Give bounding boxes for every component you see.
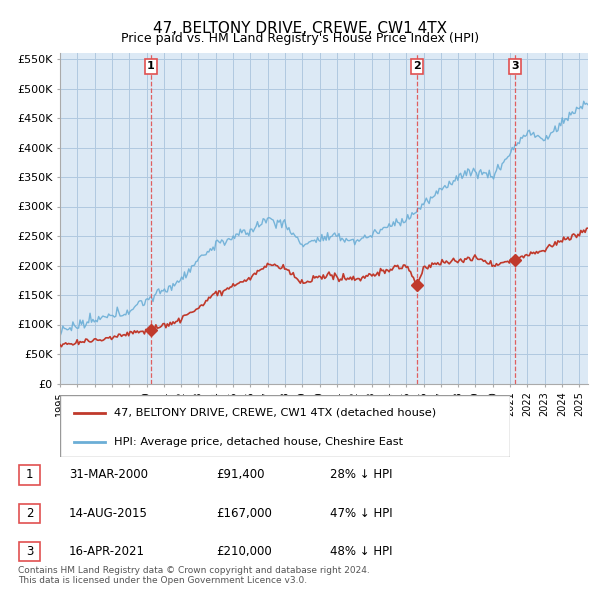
Text: £210,000: £210,000 [216,545,272,558]
Text: HPI: Average price, detached house, Cheshire East: HPI: Average price, detached house, Ches… [114,437,403,447]
Text: £91,400: £91,400 [216,468,265,481]
Text: 3: 3 [511,61,519,71]
Text: 47, BELTONY DRIVE, CREWE, CW1 4TX (detached house): 47, BELTONY DRIVE, CREWE, CW1 4TX (detac… [114,408,436,418]
Text: 16-APR-2021: 16-APR-2021 [69,545,145,558]
Text: 3: 3 [26,545,33,558]
Text: 28% ↓ HPI: 28% ↓ HPI [330,468,392,481]
Text: 2: 2 [26,507,33,520]
Text: £167,000: £167,000 [216,507,272,520]
Text: Contains HM Land Registry data © Crown copyright and database right 2024.
This d: Contains HM Land Registry data © Crown c… [18,566,370,585]
Text: 1: 1 [26,468,33,481]
Text: 47, BELTONY DRIVE, CREWE, CW1 4TX: 47, BELTONY DRIVE, CREWE, CW1 4TX [153,21,447,35]
Text: Price paid vs. HM Land Registry's House Price Index (HPI): Price paid vs. HM Land Registry's House … [121,32,479,45]
Text: 31-MAR-2000: 31-MAR-2000 [69,468,148,481]
Text: 14-AUG-2015: 14-AUG-2015 [69,507,148,520]
Text: 48% ↓ HPI: 48% ↓ HPI [330,545,392,558]
Text: 2: 2 [413,61,421,71]
Text: 47% ↓ HPI: 47% ↓ HPI [330,507,392,520]
Text: 1: 1 [147,61,155,71]
